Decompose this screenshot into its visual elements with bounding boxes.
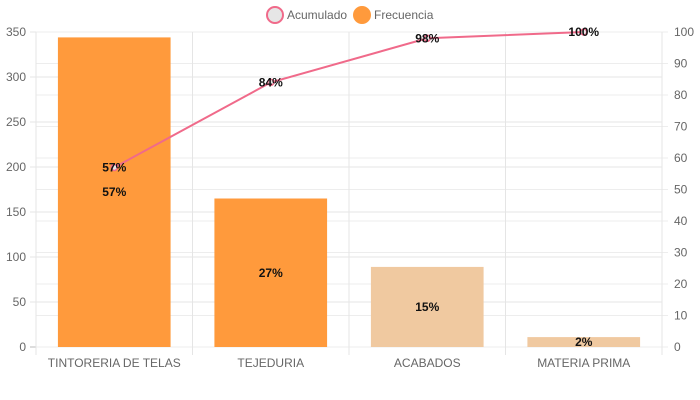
y-right-tick-label: 90 <box>674 57 688 71</box>
bar-2[interactable] <box>370 266 484 347</box>
line-point[interactable] <box>423 34 431 43</box>
legend-label-acumulado: Acumulado <box>287 8 347 22</box>
x-tick-label: MATERIA PRIMA <box>537 356 630 370</box>
line-data-label: 98% <box>415 31 439 45</box>
line-point[interactable] <box>267 78 275 87</box>
bar-3[interactable] <box>527 337 641 347</box>
bar-label-layer: 57% 27% 15% 2% <box>102 185 593 349</box>
line-point[interactable] <box>580 28 588 36</box>
legend: Acumulado Frecuencia <box>266 6 434 24</box>
y-left-tick-label: 100 <box>6 250 26 264</box>
y-right-tick-label: 40 <box>674 214 688 228</box>
legend-item-acumulado[interactable]: Acumulado <box>266 6 347 24</box>
bar-1[interactable] <box>214 198 328 348</box>
y-left-tick-label: 200 <box>6 160 26 174</box>
y-left-tick-label: 300 <box>6 70 26 84</box>
bar-data-label: 27% <box>259 266 283 280</box>
y-right-tick-label: 20 <box>674 277 688 291</box>
line-label-layer: 57% 84% 98% 100% <box>102 25 599 174</box>
axis-layer: 0 50 100 150 200 250 300 350 0 10 20 30 40 50 60 70 80 90… <box>6 25 694 370</box>
line-point[interactable] <box>110 163 118 172</box>
y-right-tick-label: 0 <box>674 340 681 354</box>
y-right-tick-label: 80 <box>674 88 688 102</box>
legend-label-frecuencia: Frecuencia <box>374 8 434 22</box>
line-data-label: 57% <box>102 160 126 174</box>
y-right-tick-label: 50 <box>674 183 688 197</box>
line-data-label: 84% <box>259 75 283 89</box>
y-left-tick-label: 150 <box>6 205 26 219</box>
bar-layer <box>57 37 641 348</box>
y-right-tick-label: 30 <box>674 246 688 260</box>
legend-item-frecuencia[interactable]: Frecuencia <box>353 6 434 24</box>
y-left-tick-label: 50 <box>13 295 27 309</box>
legend-swatch-frecuencia <box>353 6 371 24</box>
x-tick-label: TINTORERIA DE TELAS <box>48 356 181 370</box>
x-tick-label: TEJEDURIA <box>237 356 304 370</box>
y-left-tick-label: 350 <box>6 25 26 39</box>
line-data-label: 100% <box>568 25 599 39</box>
y-right-tick-label: 70 <box>674 120 688 134</box>
y-left-tick-label: 0 <box>19 340 26 354</box>
y-right-tick-label: 60 <box>674 151 688 165</box>
bar-data-label: 57% <box>102 185 126 199</box>
legend-swatch-acumulado <box>266 6 284 24</box>
x-tick-label: ACABADOS <box>394 356 461 370</box>
y-right-tick-label: 10 <box>674 309 688 323</box>
y-right-tick-label: 100 <box>674 25 694 39</box>
y-left-tick-label: 250 <box>6 115 26 129</box>
bar-0[interactable] <box>57 37 171 348</box>
bar-data-label: 15% <box>415 300 439 314</box>
line-layer <box>110 28 588 172</box>
bar-data-label: 2% <box>575 335 593 349</box>
line-acumulado <box>113 31 584 169</box>
